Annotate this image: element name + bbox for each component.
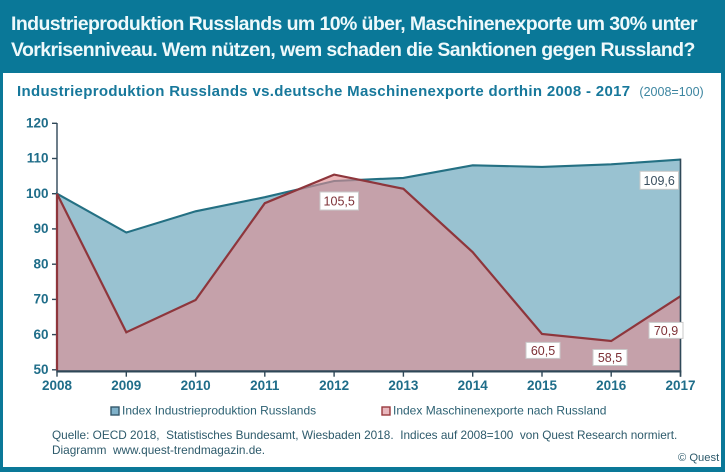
svg-text:120: 120 bbox=[26, 116, 49, 131]
svg-text:Index Maschinenexporte nach Ru: Index Maschinenexporte nach Russland bbox=[393, 404, 606, 418]
svg-text:58,5: 58,5 bbox=[598, 351, 622, 365]
svg-text:Index Industrieproduktion Russ: Index Industrieproduktion Russlands bbox=[122, 404, 316, 418]
svg-text:2014: 2014 bbox=[458, 378, 489, 393]
svg-text:105,5: 105,5 bbox=[324, 195, 355, 209]
svg-text:100: 100 bbox=[26, 186, 49, 201]
svg-text:80: 80 bbox=[33, 256, 48, 271]
svg-text:110: 110 bbox=[27, 151, 49, 166]
svg-text:2012: 2012 bbox=[319, 378, 349, 393]
svg-text:70: 70 bbox=[33, 292, 48, 307]
svg-text:2010: 2010 bbox=[181, 378, 211, 393]
svg-text:2013: 2013 bbox=[388, 378, 419, 393]
svg-text:90: 90 bbox=[33, 221, 48, 236]
svg-text:2017: 2017 bbox=[665, 378, 695, 393]
svg-text:2008: 2008 bbox=[42, 378, 73, 393]
svg-text:60,5: 60,5 bbox=[531, 344, 555, 358]
svg-text:2016: 2016 bbox=[596, 378, 627, 393]
svg-text:2015: 2015 bbox=[527, 378, 558, 393]
svg-text:109,6: 109,6 bbox=[644, 174, 675, 188]
svg-text:70,9: 70,9 bbox=[654, 324, 678, 338]
svg-text:60: 60 bbox=[33, 327, 48, 342]
svg-text:2009: 2009 bbox=[111, 378, 141, 393]
svg-text:50: 50 bbox=[33, 362, 48, 377]
svg-text:2011: 2011 bbox=[250, 378, 280, 393]
